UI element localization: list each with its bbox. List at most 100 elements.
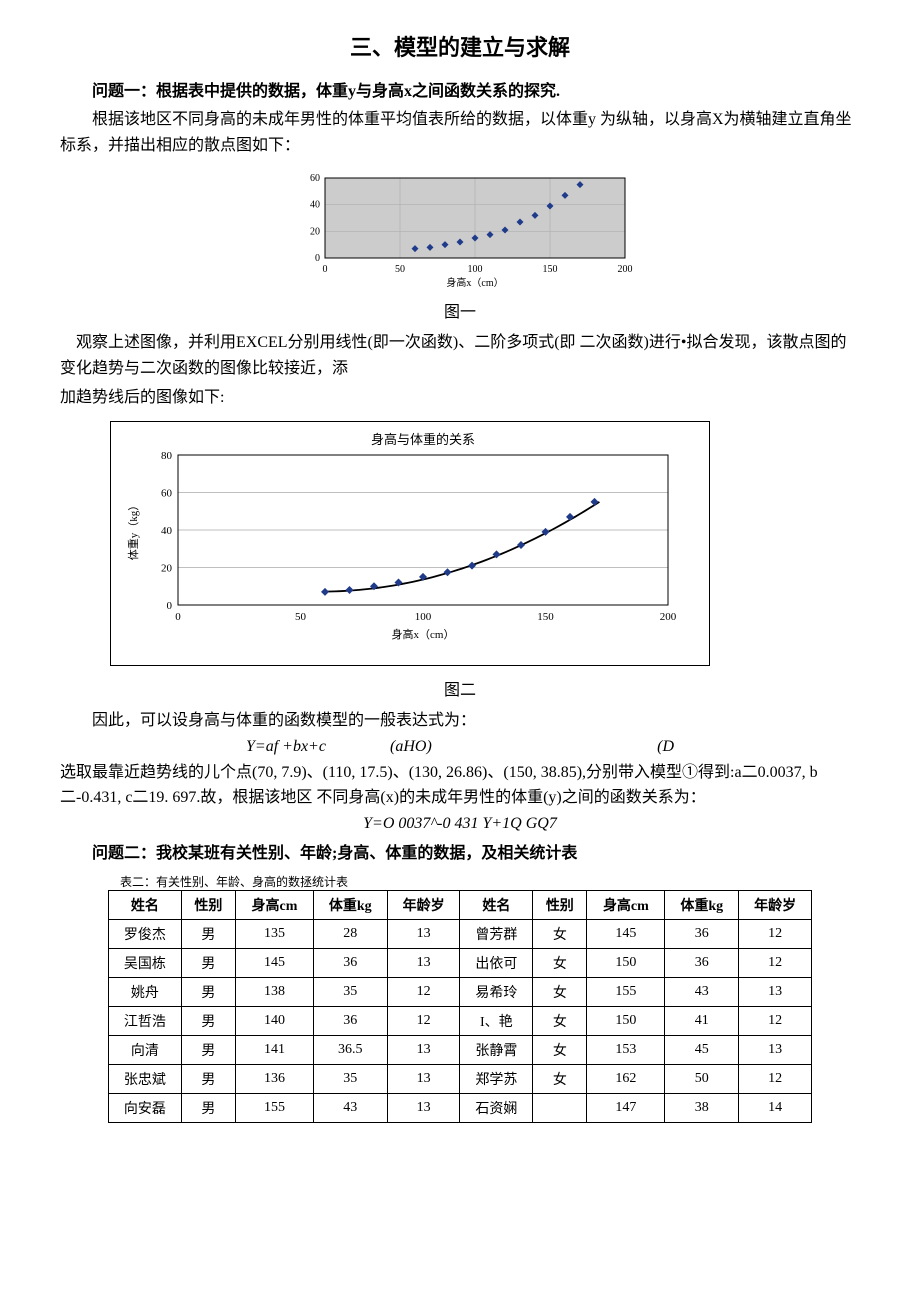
table-row: 罗俊杰男1352813曾芳群女1453612: [109, 919, 812, 948]
svg-text:200: 200: [618, 264, 633, 275]
fig2-caption: 图二: [60, 676, 860, 700]
table-cell: 吴国栋: [109, 948, 182, 977]
table-cell: 男: [181, 1006, 235, 1035]
table-cell: 35: [313, 1064, 387, 1093]
table-cell: 136: [235, 1064, 313, 1093]
table-cell: 出依可: [460, 948, 533, 977]
table-note: 表二：有关性别、年龄、身高的数拯统计表: [120, 873, 860, 890]
table-cell: 28: [313, 919, 387, 948]
svg-text:0: 0: [167, 600, 173, 612]
table-cell: 43: [665, 977, 739, 1006]
table-header: 性别: [181, 890, 235, 919]
scatter-chart-2: 身高与体重的关系020406080050100150200身高x（cm）体重y（…: [123, 430, 683, 640]
table-cell: 145: [587, 919, 665, 948]
table-cell: 14: [739, 1093, 812, 1122]
table-cell: 罗俊杰: [109, 919, 182, 948]
paragraph-4: 选取最靠近趋势线的儿个点(70, 7.9)、(110, 17.5)、(130, …: [60, 760, 860, 811]
paragraph-3: 因此，可以设身高与体重的函数模型的一般表达式为：: [60, 708, 860, 734]
svg-text:150: 150: [543, 264, 558, 275]
paragraph-2a: 观察上述图像，并利用EXCEL分别用线性(即一次函数)、二阶多项式(即 二次函数…: [60, 330, 860, 381]
svg-text:20: 20: [310, 227, 320, 238]
table-cell: 50: [665, 1064, 739, 1093]
table-cell: 13: [387, 1035, 460, 1064]
section-title: 三、模型的建立与求解: [60, 30, 860, 62]
table-cell: 12: [387, 977, 460, 1006]
q1-heading: 问题一：根据表中提供的数据，体重y与身高x之间函数关系的探究.: [60, 77, 860, 101]
svg-text:50: 50: [295, 611, 307, 623]
table-cell: 石资娴: [460, 1093, 533, 1122]
q2-heading: 问题二：我校某班有关性别、年龄;身高、体重的数据，及相关统计表: [60, 839, 860, 863]
table-row: 向安磊男1554313石资娴1473814: [109, 1093, 812, 1122]
table-row: 姚舟男1383512易希玲女1554313: [109, 977, 812, 1006]
table-cell: 女: [533, 1064, 587, 1093]
svg-text:100: 100: [415, 611, 432, 623]
table-cell: 男: [181, 1093, 235, 1122]
table-header: 年龄岁: [739, 890, 812, 919]
svg-text:50: 50: [395, 264, 405, 275]
table-cell: 女: [533, 1006, 587, 1035]
svg-text:0: 0: [323, 264, 328, 275]
paragraph-2b: 加趋势线后的图像如下:: [60, 385, 860, 411]
table-header: 姓名: [109, 890, 182, 919]
table-cell: 男: [181, 948, 235, 977]
table-header: 体重kg: [313, 890, 387, 919]
table-cell: 12: [387, 1006, 460, 1035]
table-row: 张忠斌男1363513郑学苏女1625012: [109, 1064, 812, 1093]
formula-2: Y=O 0037^-0 431 Y+1Q GQ7: [60, 815, 860, 833]
table-cell: 曾芳群: [460, 919, 533, 948]
svg-text:身高x（cm）: 身高x（cm）: [392, 627, 455, 640]
table-cell: 140: [235, 1006, 313, 1035]
table-header: 身高cm: [587, 890, 665, 919]
table-cell: 153: [587, 1035, 665, 1064]
table-row: 吴国栋男1453613出依可女1503612: [109, 948, 812, 977]
svg-text:身高x（cm）: 身高x（cm）: [446, 276, 503, 288]
table-cell: 13: [387, 948, 460, 977]
table-cell: 13: [387, 1093, 460, 1122]
table-cell: 易希玲: [460, 977, 533, 1006]
table-cell: 13: [387, 1064, 460, 1093]
svg-text:100: 100: [468, 264, 483, 275]
table-cell: 12: [739, 919, 812, 948]
table-cell: 12: [739, 948, 812, 977]
scatter-chart-1: 0204060050100150200身高x（cm）: [285, 168, 635, 288]
table-cell: 141: [235, 1035, 313, 1064]
svg-text:身高与体重的关系: 身高与体重的关系: [371, 432, 475, 447]
table-header: 身高cm: [235, 890, 313, 919]
svg-text:200: 200: [660, 611, 677, 623]
table-cell: 147: [587, 1093, 665, 1122]
chart2-container: 身高与体重的关系020406080050100150200身高x（cm）体重y（…: [110, 421, 860, 666]
table-cell: 155: [235, 1093, 313, 1122]
table-cell: 男: [181, 1064, 235, 1093]
table-cell: 向清: [109, 1035, 182, 1064]
table-cell: 女: [533, 1035, 587, 1064]
table-cell: 郑学苏: [460, 1064, 533, 1093]
table-header: 姓名: [460, 890, 533, 919]
table-cell: [533, 1093, 587, 1122]
svg-text:0: 0: [315, 253, 320, 264]
table-cell: 150: [587, 948, 665, 977]
fig1-caption: 图一: [60, 298, 860, 322]
table-cell: 45: [665, 1035, 739, 1064]
table-cell: 38: [665, 1093, 739, 1122]
table-cell: 姚舟: [109, 977, 182, 1006]
svg-text:40: 40: [310, 200, 320, 211]
table-cell: 36.5: [313, 1035, 387, 1064]
table-cell: I、艳: [460, 1006, 533, 1035]
table-cell: 12: [739, 1006, 812, 1035]
table-cell: 男: [181, 977, 235, 1006]
table-cell: 张忠斌: [109, 1064, 182, 1093]
table-cell: 36: [313, 948, 387, 977]
data-table: 姓名性别身高cm体重kg年龄岁姓名性别身高cm体重kg年龄岁罗俊杰男135281…: [108, 890, 812, 1123]
table-cell: 35: [313, 977, 387, 1006]
table-cell: 155: [587, 977, 665, 1006]
table-header: 性别: [533, 890, 587, 919]
table-cell: 145: [235, 948, 313, 977]
table-cell: 男: [181, 1035, 235, 1064]
table-cell: 41: [665, 1006, 739, 1035]
table-cell: 135: [235, 919, 313, 948]
svg-text:0: 0: [175, 611, 181, 623]
table-cell: 女: [533, 977, 587, 1006]
svg-text:150: 150: [537, 611, 554, 623]
table-cell: 13: [387, 919, 460, 948]
table-cell: 36: [313, 1006, 387, 1035]
